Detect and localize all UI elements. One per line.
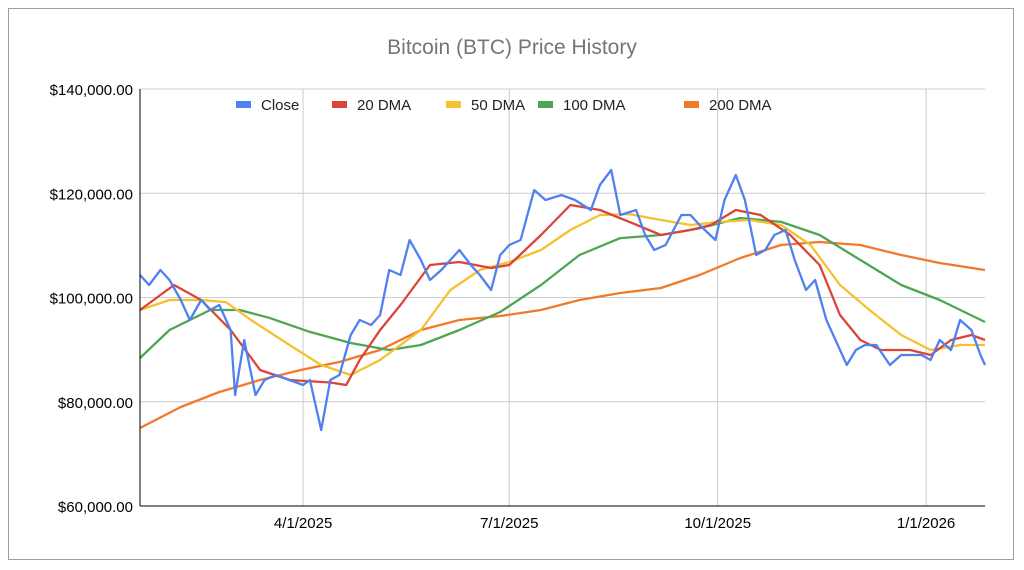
legend-swatch [538, 101, 553, 108]
legend-swatch [236, 101, 251, 108]
legend-label: 50 DMA [471, 97, 525, 114]
series-line-200-dma [139, 240, 986, 430]
y-tick-label: $60,000.00 [58, 499, 133, 516]
y-tick-label: $100,000.00 [50, 291, 133, 308]
legend-label: 200 DMA [709, 97, 772, 114]
legend-swatch [446, 101, 461, 108]
x-tick-label: 1/1/2026 [897, 515, 955, 532]
x-tick-label: 7/1/2025 [480, 515, 538, 532]
x-tick-label: 4/1/2025 [274, 515, 332, 532]
legend-label: 20 DMA [357, 97, 411, 114]
chart-frame [8, 8, 1014, 560]
series-line-100-dma [139, 216, 986, 359]
legend-swatch [332, 101, 347, 108]
x-tick-label: 10/1/2025 [684, 515, 751, 532]
legend-label: 100 DMA [563, 97, 626, 114]
series-line-50-dma [139, 212, 985, 377]
series-line-close [139, 168, 987, 432]
chart-title: Bitcoin (BTC) Price History [387, 36, 637, 59]
legend-label: Close [261, 97, 299, 114]
legend-swatch [684, 101, 699, 108]
y-tick-label: $140,000.00 [50, 82, 133, 99]
y-tick-label: $80,000.00 [58, 395, 133, 412]
y-tick-label: $120,000.00 [50, 186, 133, 203]
series-line-20-dma [139, 203, 986, 387]
